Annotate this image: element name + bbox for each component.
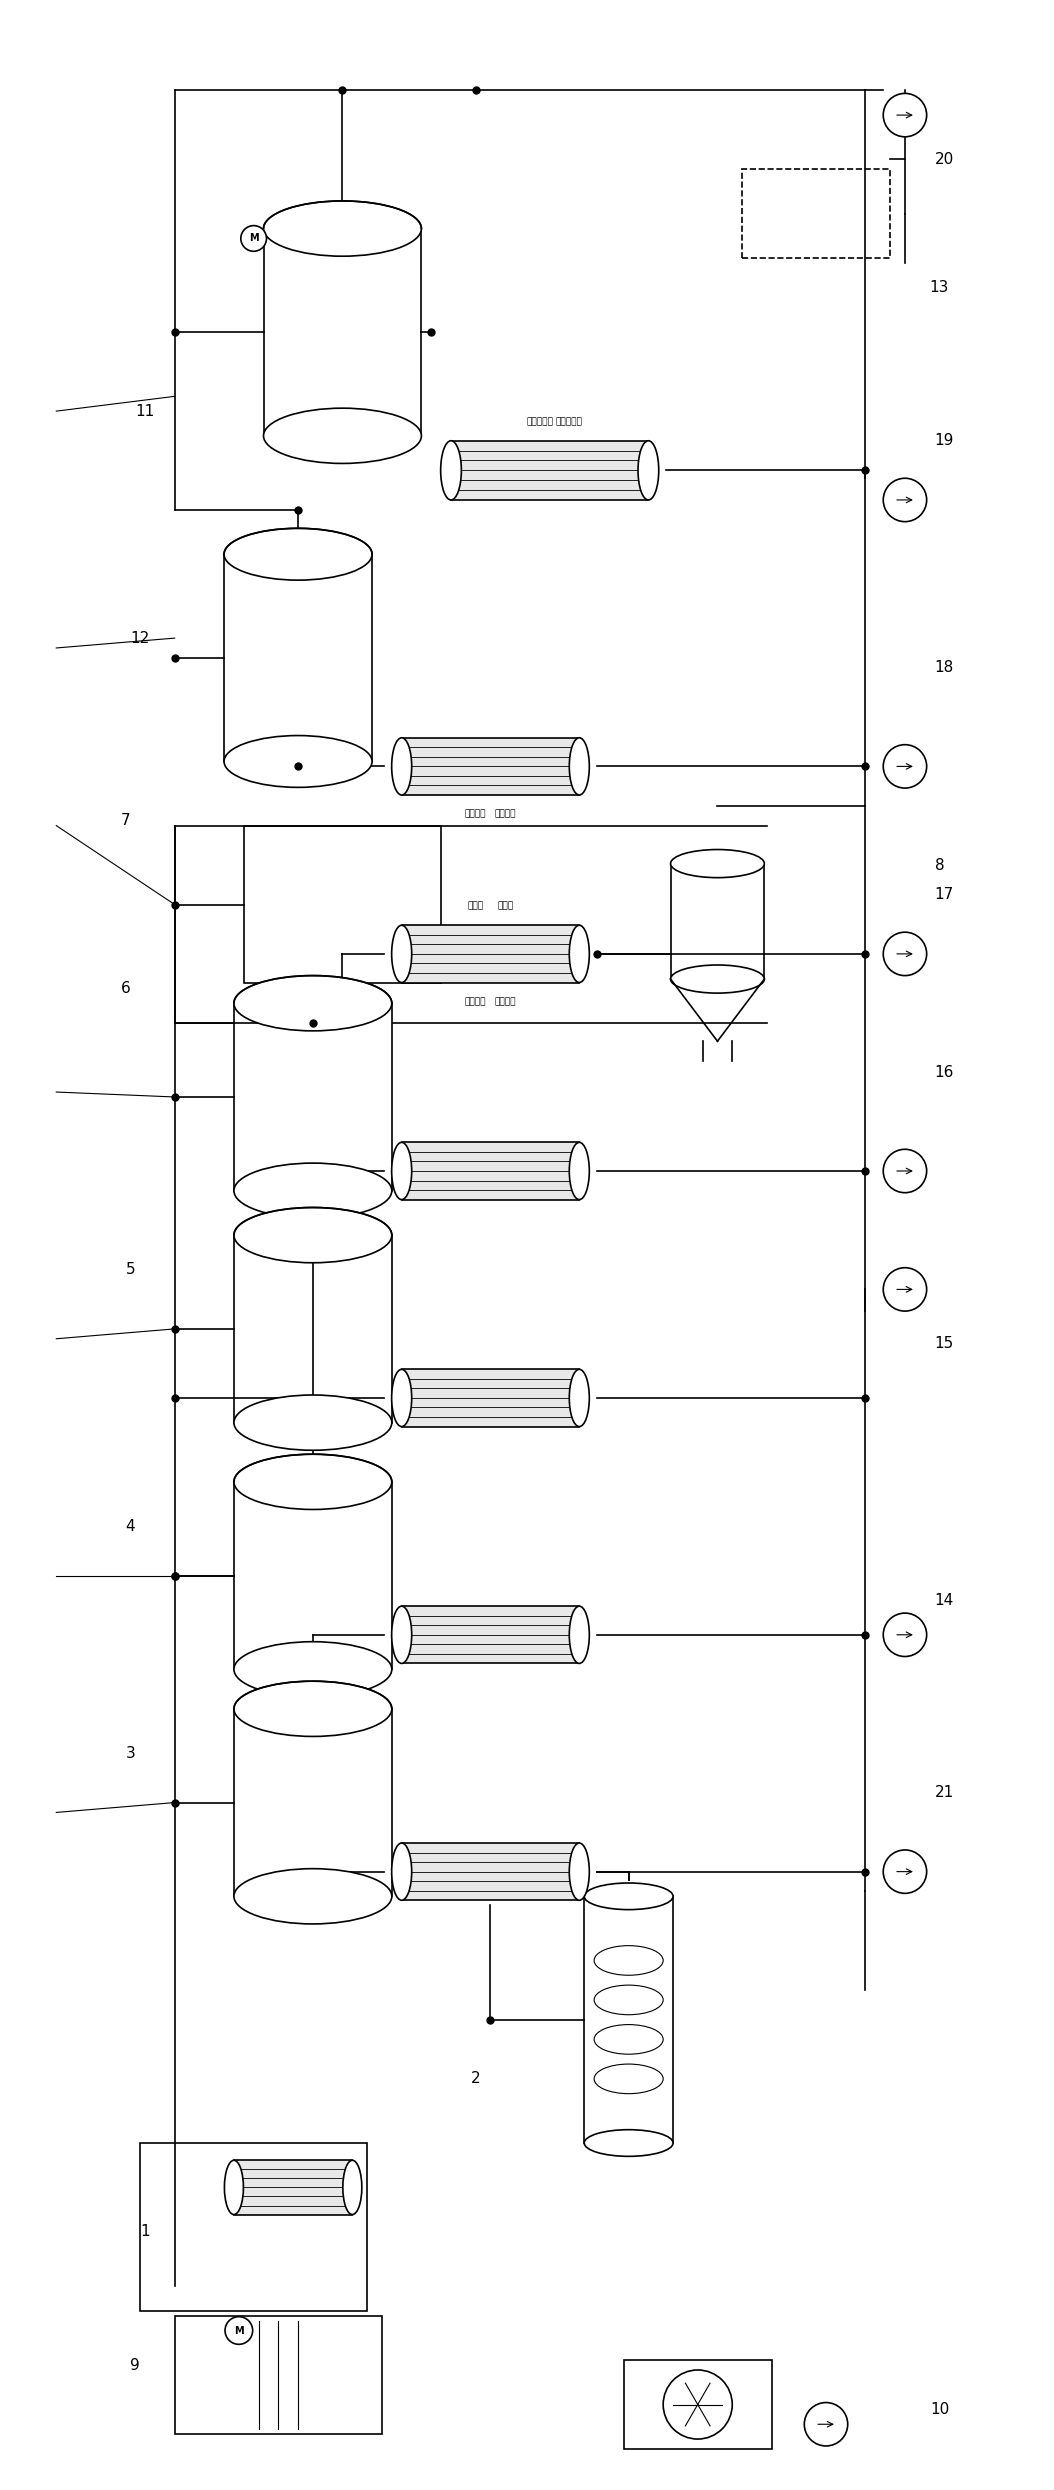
Text: 11: 11	[136, 403, 155, 418]
Ellipse shape	[392, 737, 412, 794]
Bar	[402, 926, 580, 984]
Text: 冷冻剪切出: 冷冻剪切出	[557, 416, 583, 426]
Circle shape	[883, 1150, 926, 1193]
Circle shape	[883, 931, 926, 976]
Text: 8: 8	[935, 857, 944, 872]
Ellipse shape	[392, 1843, 412, 1900]
Ellipse shape	[569, 1843, 589, 1900]
Circle shape	[883, 1614, 926, 1656]
Ellipse shape	[234, 976, 392, 1031]
Circle shape	[883, 745, 926, 789]
Bar	[234, 2161, 352, 2214]
Bar	[402, 1370, 580, 1427]
Ellipse shape	[441, 441, 462, 500]
Bar	[225, 555, 372, 762]
Text: M: M	[234, 2326, 243, 2336]
Circle shape	[226, 2316, 253, 2343]
Ellipse shape	[234, 1454, 392, 1509]
Ellipse shape	[225, 528, 372, 580]
Text: 14: 14	[935, 1594, 954, 1609]
Ellipse shape	[584, 2129, 674, 2156]
Text: 18: 18	[935, 660, 954, 675]
Circle shape	[883, 1850, 926, 1892]
Text: 15: 15	[935, 1337, 954, 1352]
Ellipse shape	[225, 735, 372, 787]
Text: 19: 19	[935, 433, 954, 448]
Text: 冷却水出: 冷却水出	[494, 809, 516, 819]
Bar	[624, 2361, 772, 2450]
Ellipse shape	[264, 408, 422, 463]
Ellipse shape	[638, 441, 659, 500]
Text: 冷冻剪切入: 冷冻剪切入	[526, 416, 553, 426]
Circle shape	[240, 227, 267, 251]
Circle shape	[804, 2403, 847, 2445]
Bar	[140, 2144, 367, 2311]
Ellipse shape	[264, 202, 422, 256]
Text: 6: 6	[120, 981, 131, 996]
Ellipse shape	[234, 1868, 392, 1925]
Ellipse shape	[569, 1143, 589, 1200]
Text: 蚴水入: 蚴水入	[468, 901, 484, 911]
Bar	[264, 229, 422, 436]
Text: 16: 16	[935, 1066, 954, 1081]
Polygon shape	[670, 979, 764, 1041]
Bar	[402, 1606, 580, 1663]
Bar	[742, 169, 891, 259]
Ellipse shape	[392, 1143, 412, 1200]
Bar	[234, 1482, 392, 1668]
Bar	[175, 2316, 382, 2435]
Circle shape	[883, 1267, 926, 1312]
Text: 10: 10	[930, 2403, 949, 2418]
Text: 20: 20	[935, 152, 954, 167]
Text: 冷却水入: 冷却水入	[465, 809, 487, 819]
Ellipse shape	[392, 926, 412, 984]
Bar	[234, 1708, 392, 1897]
Text: 2: 2	[471, 2072, 481, 2087]
Ellipse shape	[569, 1606, 589, 1663]
Ellipse shape	[234, 1681, 392, 1736]
Text: 蚴水出: 蚴水出	[497, 901, 513, 911]
Ellipse shape	[670, 966, 764, 994]
Ellipse shape	[569, 737, 589, 794]
Text: 12: 12	[131, 630, 150, 645]
Bar	[584, 1897, 674, 2144]
Ellipse shape	[392, 1606, 412, 1663]
Ellipse shape	[234, 1641, 392, 1698]
Ellipse shape	[234, 1208, 392, 1262]
Bar	[670, 864, 764, 979]
Bar	[451, 441, 648, 500]
Ellipse shape	[234, 1394, 392, 1449]
Circle shape	[883, 95, 926, 137]
Text: 7: 7	[120, 814, 131, 829]
Bar	[402, 1843, 580, 1900]
Text: 冷却水入: 冷却水入	[465, 998, 487, 1006]
Ellipse shape	[234, 1163, 392, 1218]
Circle shape	[663, 2370, 733, 2440]
Bar	[402, 737, 580, 794]
Text: 3: 3	[125, 1745, 135, 1760]
Text: 5: 5	[125, 1262, 135, 1277]
Ellipse shape	[392, 1370, 412, 1427]
Ellipse shape	[569, 926, 589, 984]
Text: 21: 21	[935, 1785, 954, 1800]
Bar	[243, 827, 442, 984]
Text: 4: 4	[125, 1519, 135, 1534]
Text: 1: 1	[140, 2224, 150, 2239]
Ellipse shape	[569, 1370, 589, 1427]
Text: 13: 13	[930, 281, 950, 296]
Text: M: M	[249, 234, 258, 244]
Ellipse shape	[225, 2161, 243, 2214]
Ellipse shape	[343, 2161, 362, 2214]
Text: 9: 9	[131, 2358, 140, 2373]
Ellipse shape	[670, 849, 764, 876]
Bar	[234, 1003, 392, 1190]
Ellipse shape	[584, 1882, 674, 1910]
Circle shape	[883, 478, 926, 523]
Bar	[402, 1143, 580, 1200]
Text: 17: 17	[935, 886, 954, 901]
Bar	[234, 1235, 392, 1422]
Text: 冷却水出: 冷却水出	[494, 998, 516, 1006]
